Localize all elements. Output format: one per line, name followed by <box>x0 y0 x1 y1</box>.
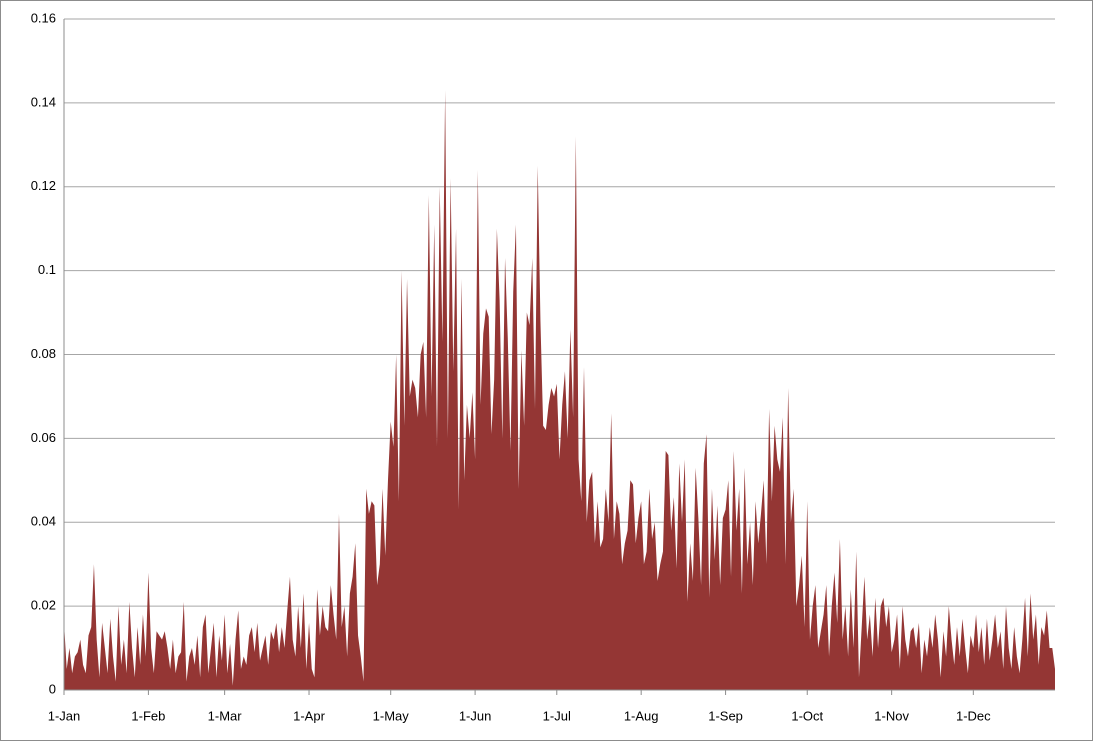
x-tick-label: 1-Jan <box>48 708 81 723</box>
x-tick-label: 1-May <box>373 708 410 723</box>
x-tick-label: 1-Jul <box>543 708 571 723</box>
x-tick-label: 1-Dec <box>956 708 991 723</box>
x-tick-label: 1-Oct <box>791 708 823 723</box>
area <box>64 90 1055 691</box>
y-tick-label: 0.02 <box>31 598 56 613</box>
x-tick-label: 1-Feb <box>131 708 165 723</box>
y-tick-label: 0.1 <box>38 262 56 277</box>
y-tick-label: 0.14 <box>31 94 56 109</box>
x-tick-label: 1-Sep <box>708 708 743 723</box>
x-tick-label: 1-Aug <box>624 708 659 723</box>
x-tick-label: 1-Apr <box>293 708 325 723</box>
y-tick-label: 0.12 <box>31 178 56 193</box>
y-tick-label: 0 <box>49 681 56 696</box>
y-tick-label: 0.04 <box>31 514 56 529</box>
x-tick-label: 1-Nov <box>874 708 909 723</box>
y-tick-label: 0.16 <box>31 10 56 25</box>
y-tick-label: 0.06 <box>31 430 56 445</box>
y-tick-label: 0.08 <box>31 346 56 361</box>
x-tick-label: 1-Mar <box>208 708 243 723</box>
x-tick-label: 1-Jun <box>459 708 492 723</box>
